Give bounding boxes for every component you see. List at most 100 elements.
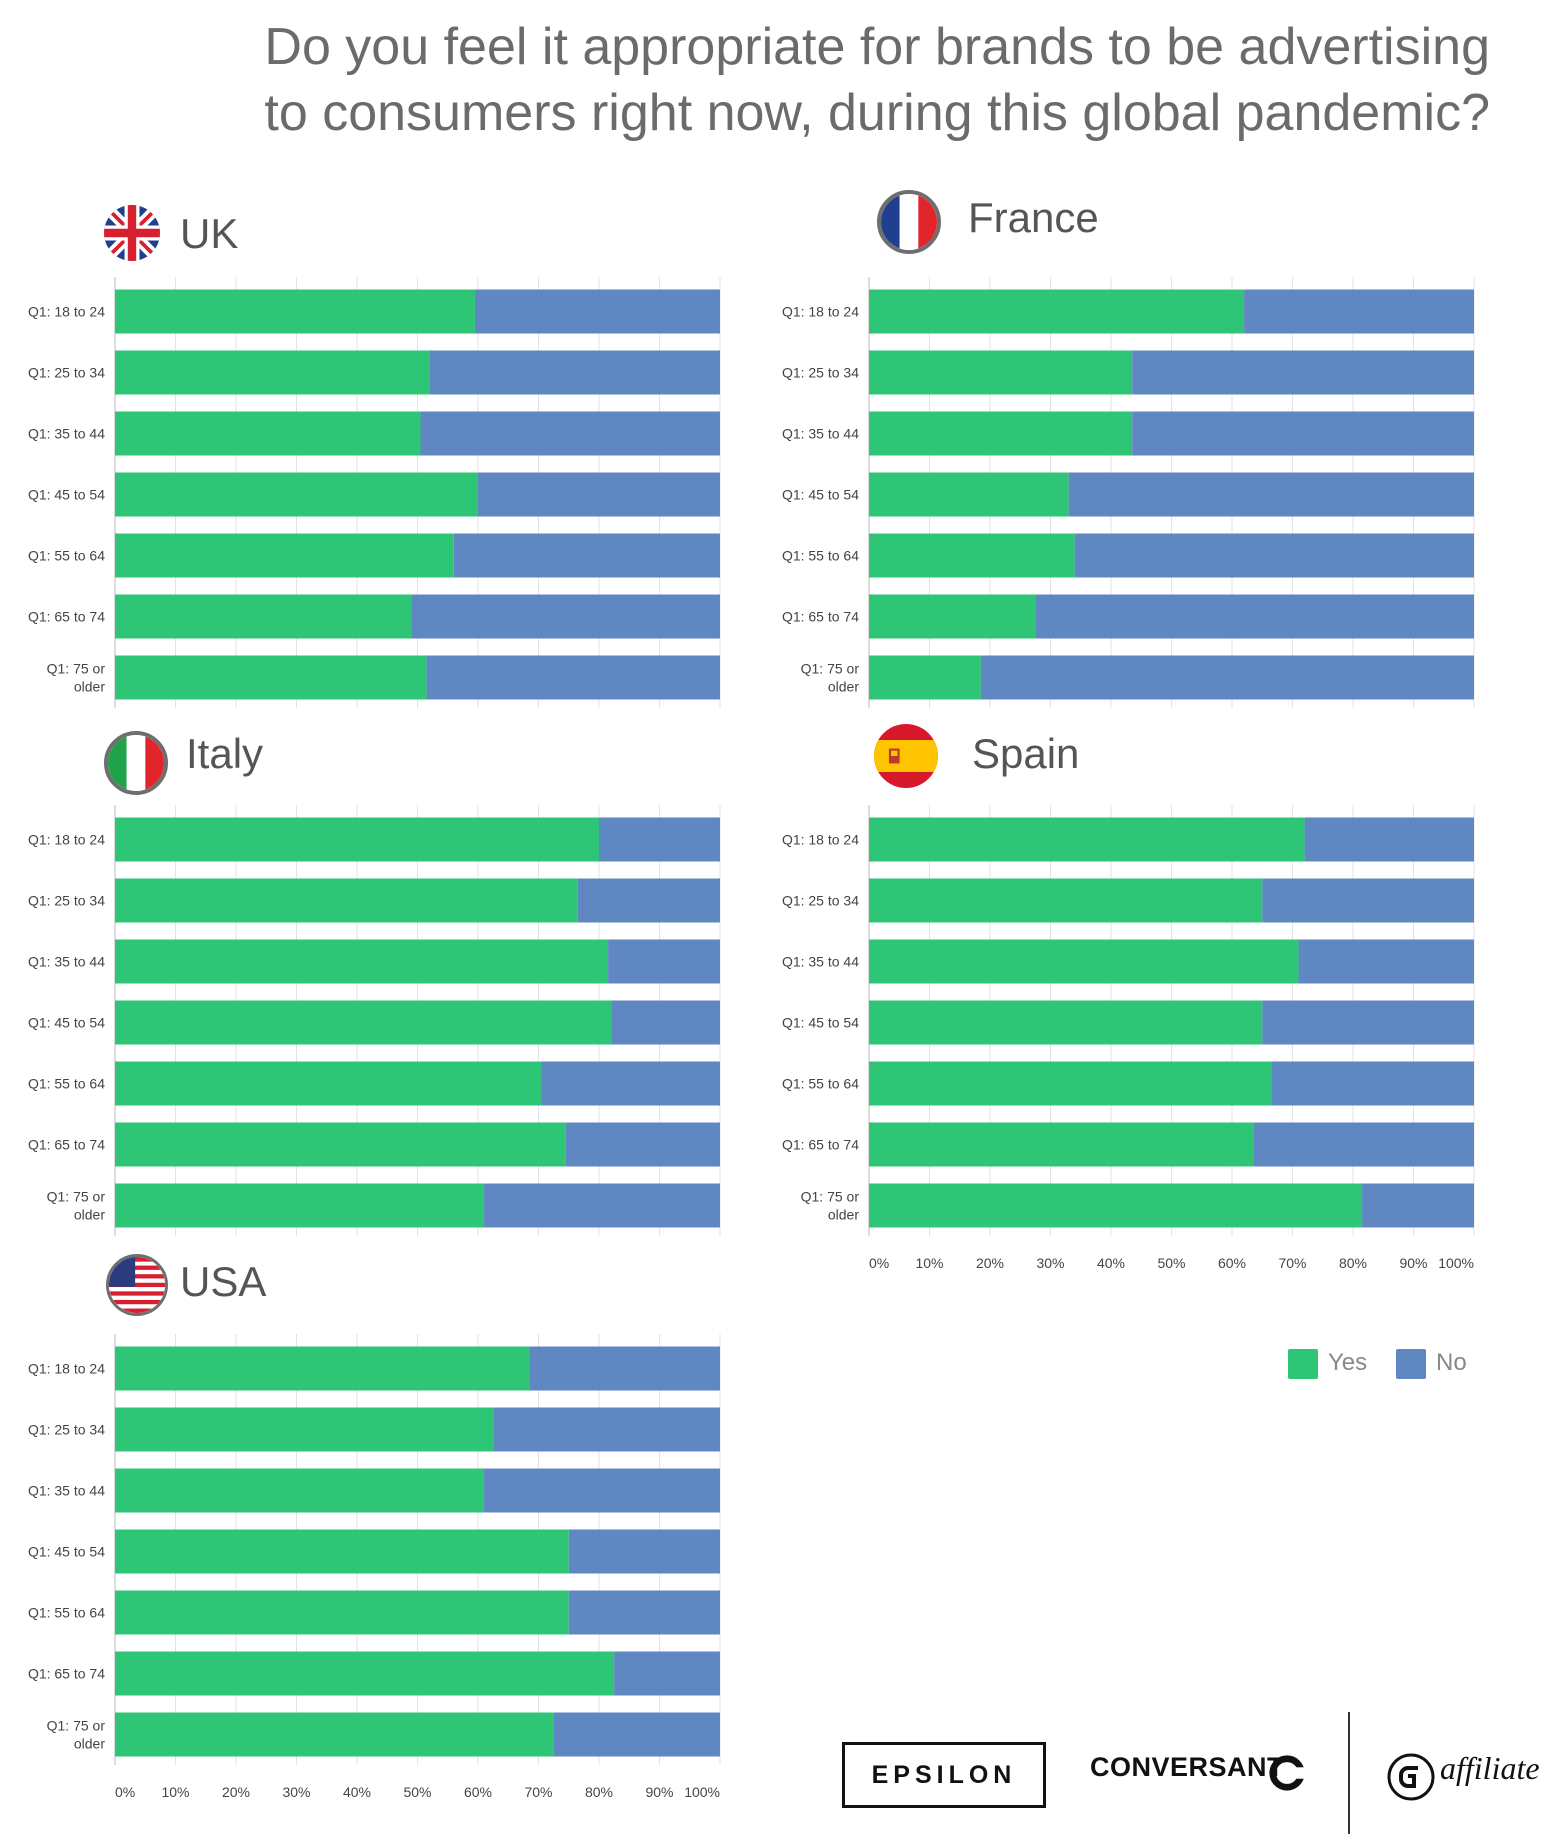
category-label: Q1: 35 to 44 — [28, 954, 105, 970]
bar-yes — [869, 878, 1263, 923]
bar-yes — [869, 939, 1299, 984]
bar-yes — [115, 350, 430, 395]
panel-title-usa: USA — [180, 1258, 267, 1305]
panel-title-france: France — [968, 194, 1099, 241]
bar-no — [980, 655, 1474, 700]
category-label: Q1: 25 to 34 — [28, 365, 105, 381]
x-tick-label: 70% — [1278, 1255, 1306, 1271]
bar-no — [565, 1122, 720, 1167]
x-tick-label: 40% — [1097, 1255, 1125, 1271]
bar-yes — [115, 1122, 566, 1167]
category-label: Q1: 75 or older — [47, 1189, 106, 1223]
chart-spain: Q1: 18 to 24 Q1: 25 to 34 Q1: 35 to 44 Q1: … — [782, 805, 1475, 1271]
bar-no — [1132, 411, 1474, 456]
category-label: Q1: 65 to 74 — [782, 609, 859, 625]
bar-yes — [115, 289, 475, 334]
france-flag-icon — [877, 190, 941, 254]
bar-yes — [869, 533, 1075, 578]
legend: Yes No — [1278, 1335, 1508, 1395]
legend-swatch-no — [1396, 1349, 1426, 1379]
x-tick-label: 10% — [161, 1784, 189, 1800]
legend-label-no: No — [1436, 1349, 1467, 1376]
bar-yes — [869, 1061, 1272, 1106]
category-label: Q1: 65 to 74 — [28, 609, 105, 625]
bar-no — [1035, 594, 1474, 639]
bar-yes — [115, 594, 412, 639]
bar-yes — [869, 411, 1133, 456]
bar-yes — [115, 472, 478, 517]
bar-no — [484, 1183, 720, 1228]
legend-swatch-yes — [1288, 1349, 1318, 1379]
x-tick-label: 100% — [684, 1784, 720, 1800]
bar-yes — [115, 1651, 615, 1696]
category-label: Q1: 18 to 24 — [28, 1361, 105, 1377]
bar-no — [611, 1000, 720, 1045]
panel-title-italy: Italy — [186, 730, 264, 777]
category-label: Q1: 45 to 54 — [782, 1015, 859, 1031]
category-label: Q1: 45 to 54 — [28, 1015, 105, 1031]
category-label: Q1: 35 to 44 — [28, 426, 105, 442]
italy-flag-icon — [104, 731, 168, 795]
bar-no — [1074, 533, 1474, 578]
chart-usa: Q1: 18 to 24 Q1: 25 to 34 Q1: 35 to 44 Q1: … — [28, 1334, 721, 1800]
category-label: Q1: 55 to 64 — [28, 548, 105, 564]
x-tick-label: 0% — [115, 1784, 135, 1800]
epsilon-logo-text: EPSILON — [871, 1761, 1017, 1789]
bar-no — [1271, 1061, 1474, 1106]
bar-no — [493, 1407, 720, 1452]
category-label: Q1: 55 to 64 — [782, 1076, 859, 1092]
affiliate-logo: affiliate — [1440, 1750, 1540, 1786]
category-label: Q1: 75 or older — [47, 661, 106, 695]
bar-no — [426, 655, 720, 700]
title-line-1: Do you feel it appropriate for brands to… — [264, 18, 1490, 76]
bar-no — [1262, 878, 1474, 923]
category-label: Q1: 55 to 64 — [782, 548, 859, 564]
category-label: Q1: 55 to 64 — [28, 1076, 105, 1092]
bar-yes — [869, 1000, 1263, 1045]
bar-no — [1244, 289, 1474, 334]
x-tick-label: 100% — [1438, 1255, 1474, 1271]
category-label: Q1: 45 to 54 — [28, 487, 105, 503]
category-label: Q1: 35 to 44 — [782, 954, 859, 970]
x-tick-label: 50% — [403, 1784, 431, 1800]
bar-yes — [869, 472, 1069, 517]
x-tick-label: 40% — [343, 1784, 371, 1800]
bar-no — [1298, 939, 1474, 984]
bar-yes — [115, 939, 609, 984]
category-label: Q1: 18 to 24 — [782, 832, 859, 848]
chart-uk: Q1: 18 to 24 Q1: 25 to 34 Q1: 35 to 44 Q1: … — [28, 277, 721, 708]
bar-no — [478, 472, 720, 517]
x-tick-label: 80% — [1339, 1255, 1367, 1271]
uk-flag-icon — [104, 205, 160, 261]
conversant-mark-icon — [1269, 1755, 1306, 1791]
bar-yes — [115, 1468, 485, 1513]
category-label: Q1: 18 to 24 — [28, 304, 105, 320]
x-tick-label: 0% — [869, 1255, 889, 1271]
category-label: Q1: 75 or older — [801, 661, 860, 695]
bar-yes — [115, 878, 578, 923]
x-tick-label: 10% — [915, 1255, 943, 1271]
bar-no — [1362, 1183, 1474, 1228]
category-label: Q1: 35 to 44 — [28, 1483, 105, 1499]
bar-no — [1304, 817, 1474, 862]
bar-yes — [115, 1183, 485, 1228]
bar-yes — [115, 1000, 612, 1045]
bar-no — [599, 817, 720, 862]
x-tick-label: 80% — [585, 1784, 613, 1800]
x-tick-label: 70% — [524, 1784, 552, 1800]
bar-yes — [869, 594, 1036, 639]
bar-no — [474, 289, 720, 334]
category-label: Q1: 65 to 74 — [28, 1666, 105, 1682]
x-tick-label: 30% — [1036, 1255, 1064, 1271]
category-label: Q1: 25 to 34 — [782, 893, 859, 909]
bar-no — [429, 350, 720, 395]
bar-no — [1068, 472, 1474, 517]
category-label: Q1: 25 to 34 — [782, 365, 859, 381]
bar-yes — [115, 817, 599, 862]
bar-no — [484, 1468, 720, 1513]
category-label: Q1: 18 to 24 — [28, 832, 105, 848]
bar-yes — [115, 1061, 542, 1106]
bar-no — [608, 939, 720, 984]
usa-flag-icon — [106, 1254, 168, 1316]
bar-yes — [115, 1407, 494, 1452]
